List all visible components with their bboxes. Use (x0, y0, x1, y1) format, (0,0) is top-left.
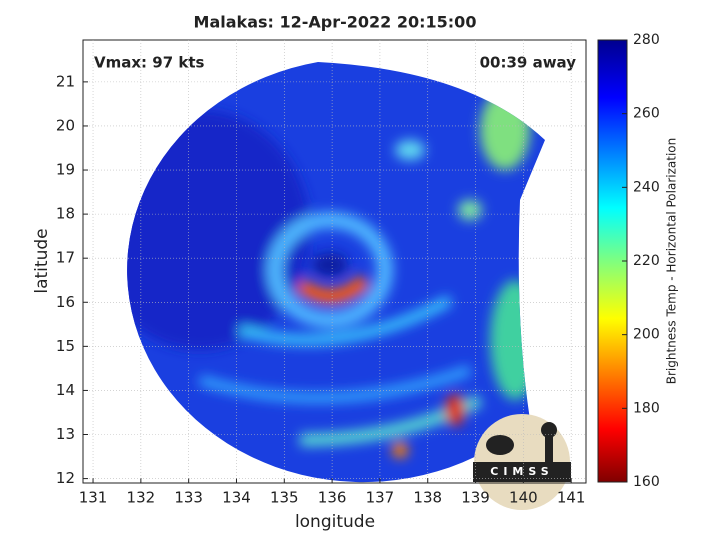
y-tick-label: 16 (56, 293, 75, 311)
logo: CIMSS (473, 414, 571, 510)
title: Malakas: 12-Apr-2022 20:15:00 (194, 13, 477, 32)
x-tick-label: 137 (366, 489, 395, 507)
y-tick-label: 19 (56, 161, 75, 179)
x-tick-label: 136 (318, 489, 347, 507)
y-tick-label: 20 (56, 116, 75, 134)
annotation: Vmax: 97 kts (94, 54, 204, 72)
x-tick-label: 138 (413, 489, 442, 507)
x-label: longitude (295, 512, 375, 532)
colorbar-tick-label: 160 (633, 474, 660, 490)
y-tick-label: 21 (56, 72, 75, 90)
annotation: 00:39 away (480, 54, 577, 72)
y-tick-label: 14 (56, 381, 75, 399)
y-tick-label: 13 (56, 425, 75, 443)
y-tick-label: 17 (56, 249, 75, 267)
colorbar-tick-label: 200 (633, 327, 660, 343)
x-tick-label: 141 (557, 489, 586, 507)
x-tick-label: 140 (509, 489, 538, 507)
y-tick-label: 12 (56, 469, 75, 487)
y-label: latitude (32, 228, 52, 293)
y-tick-label: 18 (56, 205, 75, 223)
colorbar-tick-label: 220 (633, 253, 660, 269)
axes-box (82, 39, 587, 484)
x-tick-label: 133 (174, 489, 203, 507)
x-tick-label: 135 (270, 489, 299, 507)
y-tick-label: 15 (56, 337, 75, 355)
logo-text: CIMSS (490, 465, 553, 478)
x-tick-label: 132 (127, 489, 156, 507)
colorbar-tick-label: 260 (633, 106, 660, 122)
x-tick-label: 131 (79, 489, 108, 507)
colorbar-label: Brightness Temp - Horizontal Polarizatio… (665, 138, 679, 385)
colorbar-tick-label: 240 (633, 179, 660, 195)
x-tick-label: 134 (222, 489, 251, 507)
x-tick-label: 139 (461, 489, 490, 507)
colorbar-tick-label: 280 (633, 32, 660, 48)
colorbar-tick-label: 180 (633, 400, 660, 416)
